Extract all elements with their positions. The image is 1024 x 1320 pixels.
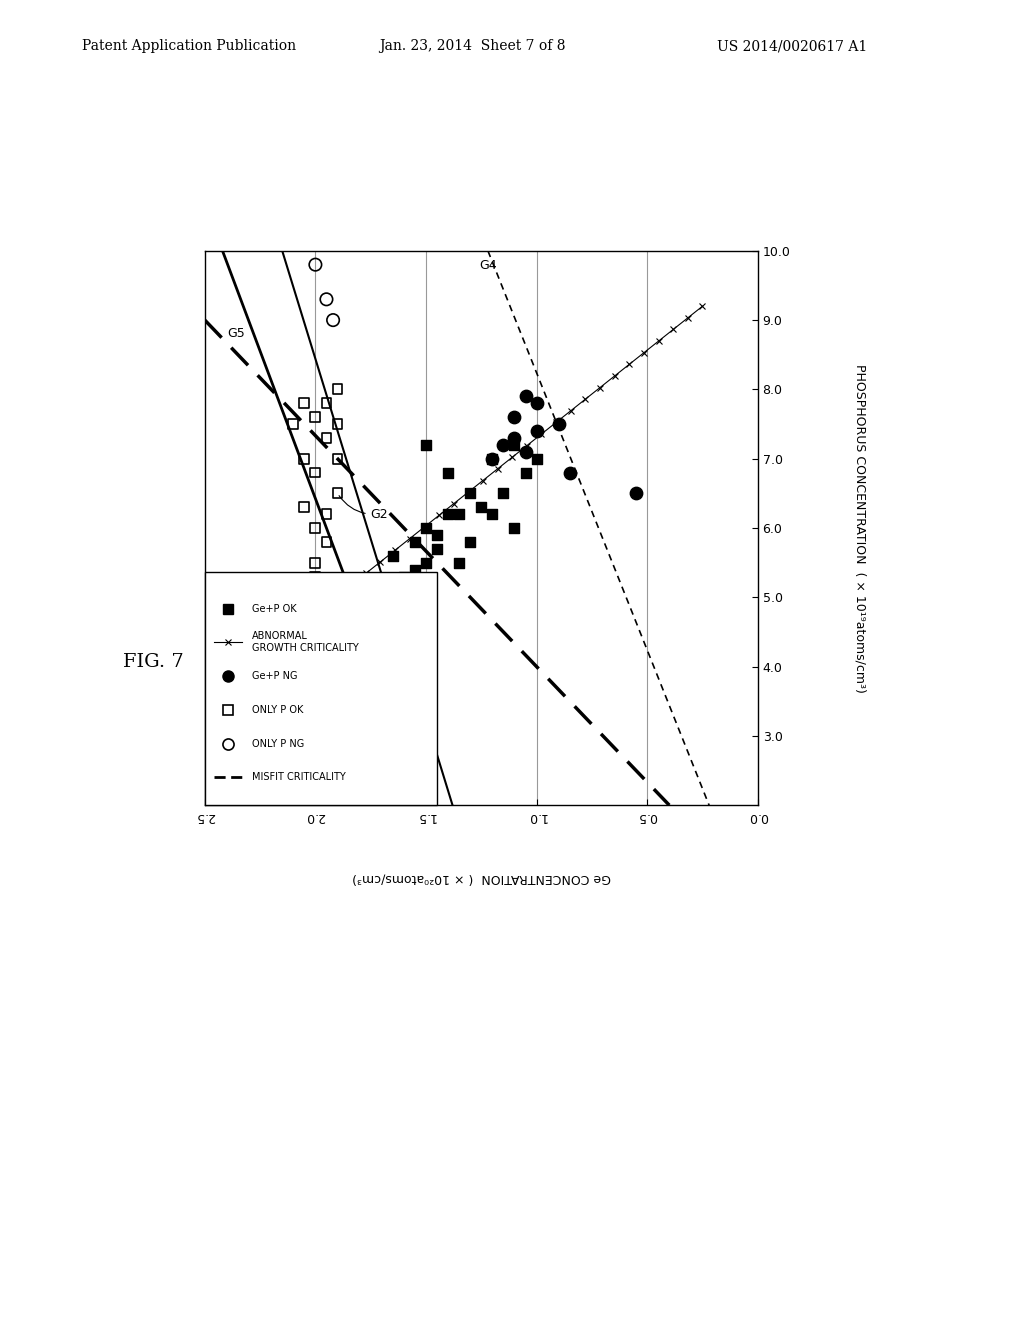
Point xyxy=(484,449,501,470)
Text: ONLY P NG: ONLY P NG xyxy=(252,738,304,748)
Point xyxy=(307,517,324,539)
Point xyxy=(451,503,467,524)
Point xyxy=(330,413,346,434)
Text: Ge CONCENTRATION  ( × 10²⁰atoms/cm³): Ge CONCENTRATION ( × 10²⁰atoms/cm³) xyxy=(352,871,610,884)
Text: US 2014/0020617 A1: US 2014/0020617 A1 xyxy=(717,40,867,53)
Text: Jan. 23, 2014  Sheet 7 of 8: Jan. 23, 2014 Sheet 7 of 8 xyxy=(379,40,565,53)
Text: G2: G2 xyxy=(339,495,388,520)
Text: G4: G4 xyxy=(479,259,497,272)
Point xyxy=(440,462,457,483)
Point xyxy=(418,517,434,539)
Point xyxy=(407,531,423,552)
Point xyxy=(395,579,412,601)
Point xyxy=(385,545,401,566)
Text: Ge+P OK: Ge+P OK xyxy=(252,603,296,614)
Point xyxy=(496,434,512,455)
Point xyxy=(484,449,501,470)
Point xyxy=(407,586,423,607)
Point xyxy=(318,289,335,310)
Point xyxy=(407,560,423,581)
Point xyxy=(528,393,545,414)
Point xyxy=(285,601,301,622)
Point xyxy=(473,496,489,517)
Point xyxy=(318,393,335,414)
Point xyxy=(528,449,545,470)
Point xyxy=(285,413,301,434)
Text: G5: G5 xyxy=(227,327,245,341)
Point xyxy=(451,552,467,573)
Text: FIG. 7: FIG. 7 xyxy=(123,652,183,671)
Point xyxy=(440,503,457,524)
Point xyxy=(296,449,312,470)
Point xyxy=(307,566,324,587)
Text: ONLY P OK: ONLY P OK xyxy=(252,705,303,715)
Point xyxy=(418,434,434,455)
Text: PHOSPHORUS CONCENTRATION  ( × 10¹⁹atoms/cm³): PHOSPHORUS CONCENTRATION ( × 10¹⁹atoms/c… xyxy=(854,363,866,693)
Point xyxy=(628,483,644,504)
Point xyxy=(318,428,335,449)
Point xyxy=(506,428,522,449)
Point xyxy=(462,483,478,504)
Point xyxy=(318,503,335,524)
Point xyxy=(296,496,312,517)
Point xyxy=(517,441,534,462)
Point xyxy=(506,517,522,539)
Point xyxy=(330,379,346,400)
Point xyxy=(395,566,412,587)
Point xyxy=(296,393,312,414)
Point xyxy=(484,503,501,524)
FancyBboxPatch shape xyxy=(205,573,437,805)
Point xyxy=(385,594,401,615)
Point xyxy=(561,462,578,483)
Text: Ge+P NG: Ge+P NG xyxy=(252,671,297,681)
Point xyxy=(506,407,522,428)
Point xyxy=(351,601,368,622)
Point xyxy=(496,483,512,504)
Point xyxy=(351,579,368,601)
Point xyxy=(325,310,341,331)
Point xyxy=(330,483,346,504)
Point xyxy=(307,552,324,573)
Point xyxy=(429,539,445,560)
Text: Patent Application Publication: Patent Application Publication xyxy=(82,40,296,53)
Point xyxy=(517,462,534,483)
Point xyxy=(551,413,567,434)
Point xyxy=(528,420,545,441)
Text: GROWTH CRITICALITY: GROWTH CRITICALITY xyxy=(252,643,358,653)
Point xyxy=(307,253,324,275)
Point xyxy=(517,385,534,407)
Point xyxy=(330,449,346,470)
Point xyxy=(362,586,379,607)
Point xyxy=(374,573,390,594)
Text: ABNORMAL: ABNORMAL xyxy=(252,631,307,642)
Point xyxy=(318,531,335,552)
Text: MISFIT CRITICALITY: MISFIT CRITICALITY xyxy=(252,772,345,783)
Point xyxy=(506,434,522,455)
Point xyxy=(418,552,434,573)
Point xyxy=(307,407,324,428)
Point xyxy=(462,531,478,552)
Point xyxy=(307,462,324,483)
Point xyxy=(330,586,346,607)
Point xyxy=(429,524,445,545)
